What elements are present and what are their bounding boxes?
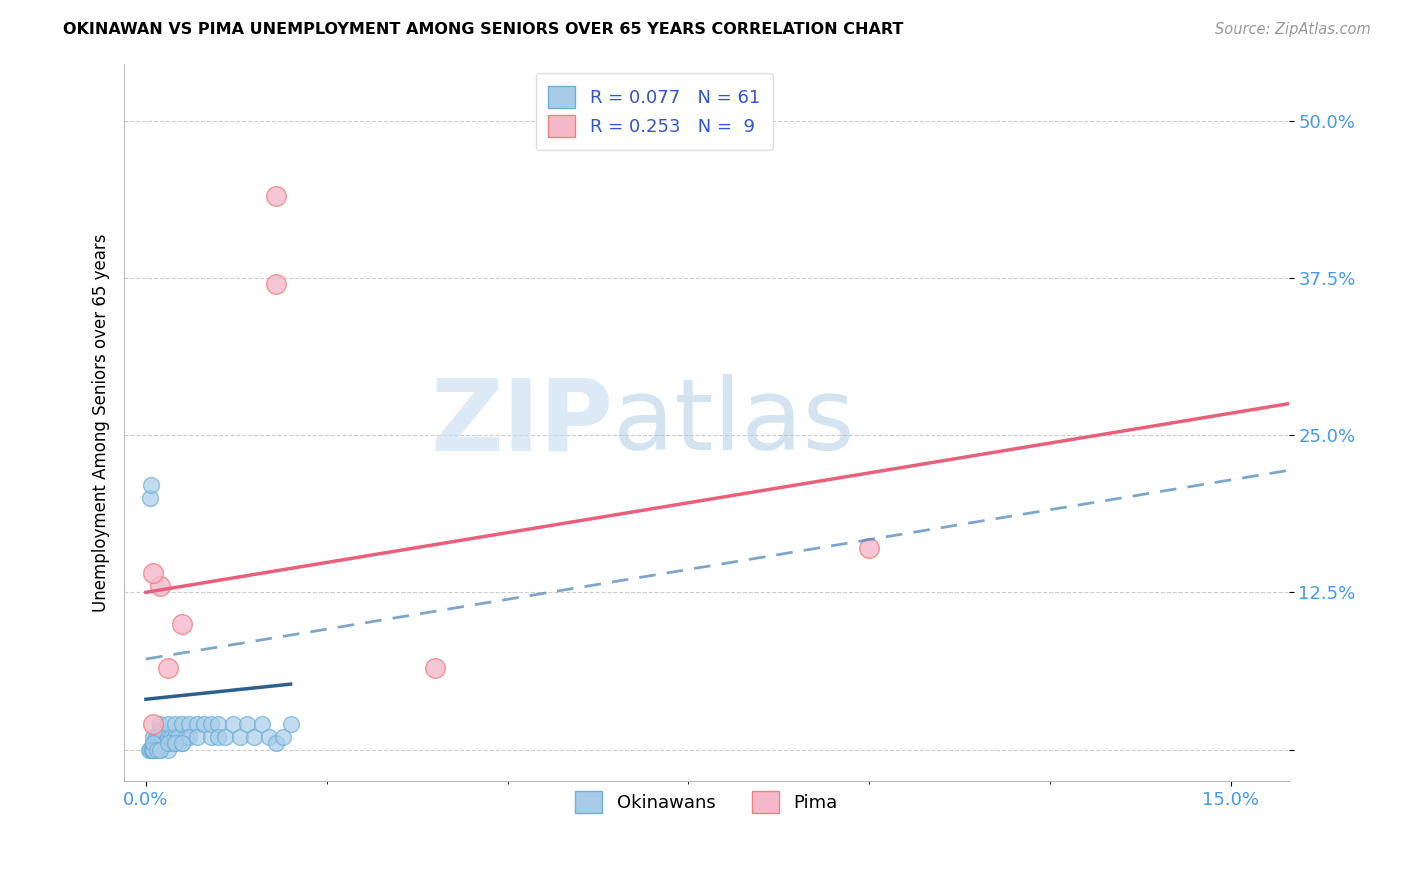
Point	[207, 730, 229, 744]
Point	[150, 730, 173, 744]
Point	[153, 736, 176, 750]
Point	[156, 717, 179, 731]
Point	[167, 730, 190, 744]
Point	[142, 736, 165, 750]
Point	[257, 730, 280, 744]
Point	[186, 717, 208, 731]
Point	[142, 742, 165, 756]
Point	[214, 730, 236, 744]
Text: OKINAWAN VS PIMA UNEMPLOYMENT AMONG SENIORS OVER 65 YEARS CORRELATION CHART: OKINAWAN VS PIMA UNEMPLOYMENT AMONG SENI…	[63, 22, 904, 37]
Point	[273, 730, 295, 744]
Point	[160, 730, 183, 744]
Point	[142, 742, 165, 756]
Point	[145, 742, 167, 756]
Point	[264, 277, 287, 292]
Point	[141, 742, 163, 756]
Point	[172, 736, 194, 750]
Point	[139, 742, 162, 756]
Point	[146, 742, 169, 756]
Point	[148, 730, 170, 744]
Point	[193, 717, 215, 731]
Point	[163, 717, 186, 731]
Point	[148, 723, 170, 738]
Point	[200, 730, 222, 744]
Point	[243, 730, 266, 744]
Point	[200, 717, 222, 731]
Point	[858, 541, 880, 556]
Point	[207, 717, 229, 731]
Point	[163, 736, 186, 750]
Point	[143, 742, 166, 756]
Point	[145, 736, 167, 750]
Text: atlas: atlas	[613, 374, 855, 471]
Point	[142, 742, 165, 756]
Point	[264, 736, 287, 750]
Point	[222, 717, 245, 731]
Text: ZIP: ZIP	[430, 374, 613, 471]
Point	[143, 736, 166, 750]
Legend: Okinawans, Pima: Okinawans, Pima	[562, 779, 851, 826]
Point	[156, 661, 179, 675]
Point	[264, 189, 287, 203]
Point	[163, 730, 186, 744]
Point	[156, 730, 179, 744]
Point	[142, 566, 165, 581]
Point	[156, 742, 179, 756]
Point	[425, 661, 447, 675]
Point	[229, 730, 252, 744]
Point	[172, 717, 194, 731]
Point	[157, 736, 180, 750]
Point	[172, 736, 194, 750]
Point	[156, 736, 179, 750]
Point	[174, 730, 197, 744]
Point	[172, 616, 194, 631]
Point	[186, 730, 208, 744]
Point	[149, 717, 172, 731]
Point	[138, 491, 160, 505]
Point	[145, 730, 167, 744]
Point	[280, 717, 302, 731]
Point	[163, 736, 186, 750]
Point	[138, 742, 160, 756]
Point	[179, 730, 201, 744]
Point	[149, 742, 172, 756]
Point	[142, 736, 165, 750]
Point	[139, 478, 162, 492]
Point	[236, 717, 259, 731]
Y-axis label: Unemployment Among Seniors over 65 years: Unemployment Among Seniors over 65 years	[93, 234, 110, 612]
Point	[179, 717, 201, 731]
Point	[141, 742, 163, 756]
Point	[149, 742, 172, 756]
Point	[149, 579, 172, 593]
Point	[250, 717, 273, 731]
Point	[142, 742, 165, 756]
Point	[149, 736, 172, 750]
Point	[142, 730, 165, 744]
Point	[142, 717, 165, 731]
Text: Source: ZipAtlas.com: Source: ZipAtlas.com	[1215, 22, 1371, 37]
